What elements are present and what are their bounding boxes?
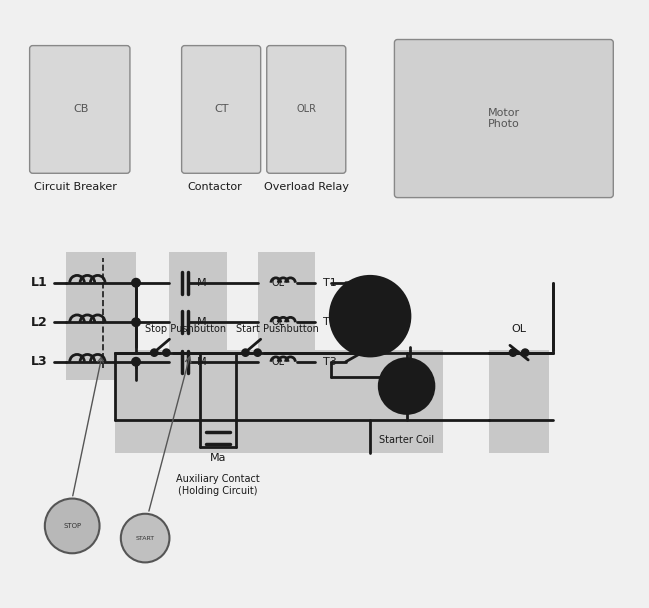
Bar [370, 350, 443, 453]
Text: M: M [197, 278, 206, 288]
Circle shape [242, 349, 249, 356]
Text: OLR: OLR [296, 105, 316, 114]
Circle shape [254, 349, 262, 356]
FancyBboxPatch shape [395, 40, 613, 198]
Circle shape [163, 349, 170, 356]
Text: Start Pushbutton: Start Pushbutton [236, 325, 319, 334]
Circle shape [509, 349, 517, 356]
Text: L3: L3 [31, 355, 48, 368]
Text: CT: CT [214, 105, 228, 114]
Text: Overload Relay: Overload Relay [263, 182, 349, 192]
Bar [66, 252, 136, 380]
Circle shape [330, 277, 410, 356]
Circle shape [522, 349, 529, 356]
Text: Ma: Ma [210, 453, 227, 463]
Bar [115, 350, 431, 453]
Text: Contactor: Contactor [188, 182, 243, 192]
Text: T1: T1 [323, 278, 336, 288]
Circle shape [121, 514, 169, 562]
Text: Circuit Breaker: Circuit Breaker [34, 182, 117, 192]
Text: Motor: Motor [352, 311, 389, 321]
Text: Starter Coil: Starter Coil [379, 435, 434, 444]
Text: START: START [136, 536, 154, 541]
Text: Auxiliary Contact
(Holding Circuit): Auxiliary Contact (Holding Circuit) [177, 474, 260, 496]
Text: L2: L2 [31, 316, 48, 329]
Text: CB: CB [73, 105, 89, 114]
FancyBboxPatch shape [182, 46, 261, 173]
Text: STOP: STOP [63, 523, 81, 529]
Text: Motor
Photo: Motor Photo [488, 108, 520, 130]
Text: OL: OL [271, 357, 285, 367]
Bar [489, 350, 550, 453]
Text: T3: T3 [323, 357, 336, 367]
Text: M: M [197, 317, 206, 327]
Text: T2: T2 [323, 317, 337, 327]
Text: M: M [197, 357, 206, 367]
Text: M: M [400, 379, 413, 393]
Text: OL: OL [511, 325, 526, 334]
Circle shape [132, 318, 140, 326]
Text: OL: OL [271, 317, 285, 327]
Bar [169, 252, 227, 380]
Circle shape [45, 499, 99, 553]
FancyBboxPatch shape [30, 46, 130, 173]
Text: OL: OL [271, 278, 285, 288]
FancyBboxPatch shape [267, 46, 346, 173]
Circle shape [132, 278, 140, 287]
Text: L1: L1 [31, 276, 48, 289]
Circle shape [151, 349, 158, 356]
Circle shape [379, 359, 434, 413]
Text: Stop Pushbutton: Stop Pushbutton [145, 325, 227, 334]
Bar [258, 252, 315, 380]
Circle shape [132, 358, 140, 366]
